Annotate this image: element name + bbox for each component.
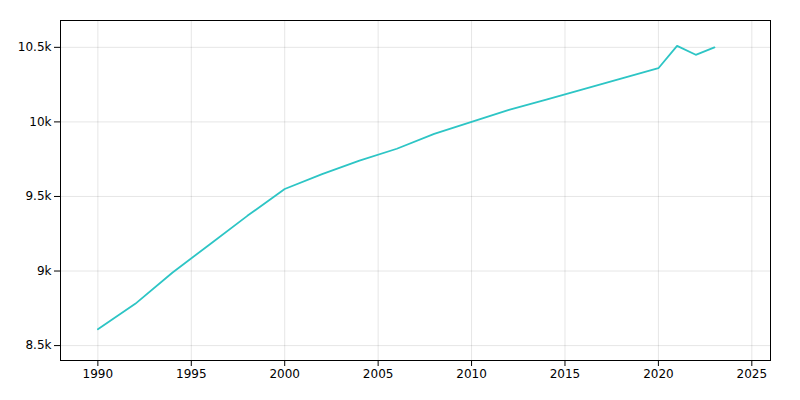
svg-text:2000: 2000 xyxy=(269,367,300,381)
svg-text:9.5k: 9.5k xyxy=(25,189,51,203)
svg-text:1995: 1995 xyxy=(176,367,207,381)
svg-text:1990: 1990 xyxy=(83,367,114,381)
svg-text:2020: 2020 xyxy=(643,367,674,381)
svg-text:10k: 10k xyxy=(29,115,51,129)
svg-text:2025: 2025 xyxy=(737,367,768,381)
svg-text:2015: 2015 xyxy=(550,367,581,381)
svg-text:2005: 2005 xyxy=(363,367,394,381)
svg-text:9k: 9k xyxy=(37,264,52,278)
svg-text:10.5k: 10.5k xyxy=(18,40,52,54)
svg-text:8.5k: 8.5k xyxy=(25,338,51,352)
svg-text:2010: 2010 xyxy=(456,367,487,381)
